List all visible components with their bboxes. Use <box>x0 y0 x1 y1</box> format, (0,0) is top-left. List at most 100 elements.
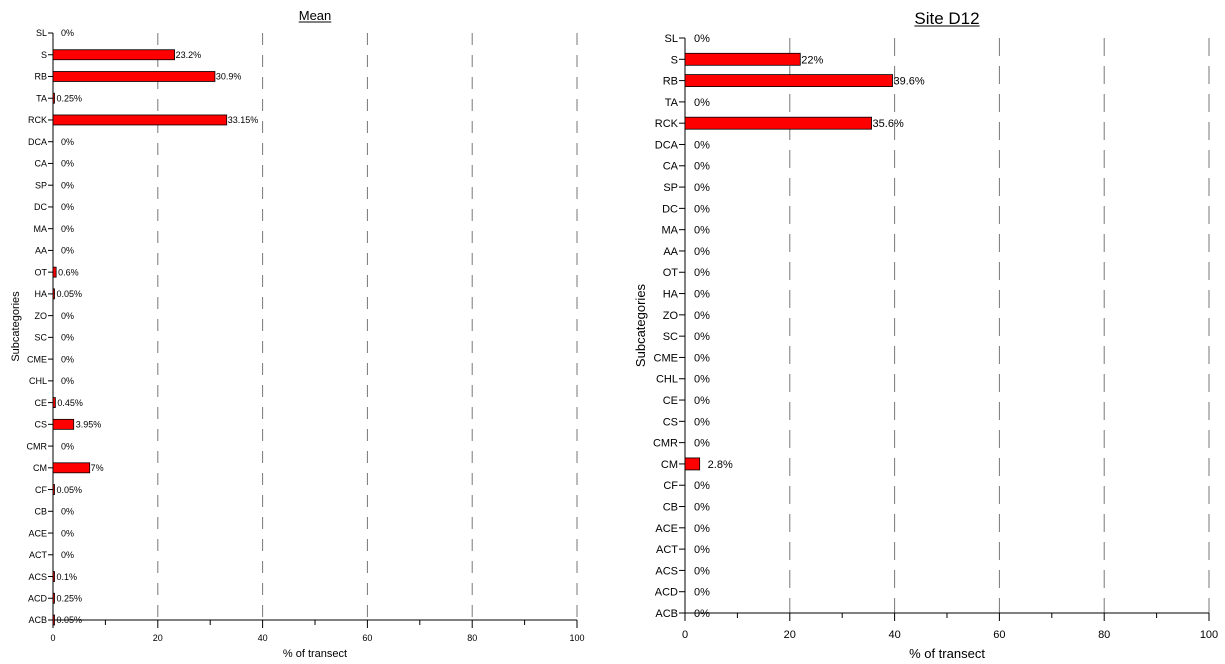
data-label: 0% <box>61 354 74 364</box>
data-label: 0.1% <box>57 572 78 582</box>
x-axis-label: % of transect <box>909 646 985 661</box>
y-tick-label: TA <box>36 93 47 103</box>
y-tick-label: CE <box>34 398 47 408</box>
data-label: 30.9% <box>216 72 242 82</box>
data-label: 0% <box>61 246 74 256</box>
y-axis-label: Subcategories <box>10 291 22 362</box>
x-tick-label: 100 <box>569 633 584 643</box>
y-tick-label: S <box>41 50 47 60</box>
bar <box>52 288 55 300</box>
y-tick-label: SL <box>36 28 47 38</box>
x-tick-label: 60 <box>362 633 372 643</box>
y-tick-label: CE <box>663 395 678 407</box>
y-tick-label: SC <box>663 331 678 343</box>
data-label: 35.6% <box>873 118 904 130</box>
chart-site-d12: 0 20 40 60 80 100 SL 0% S 22% RB 39.6% TA 0% RCK 35.6% D… <box>633 9 1218 661</box>
y-tick-label: MA <box>34 224 48 234</box>
data-label: 33.15% <box>228 115 259 125</box>
data-label: 0.05% <box>57 485 83 495</box>
x-tick-label: 80 <box>1098 629 1110 641</box>
y-tick-label: SP <box>663 182 678 194</box>
y-tick-label: DC <box>662 203 678 215</box>
y-tick-label: CF <box>35 485 47 495</box>
y-tick-label: OT <box>35 267 48 277</box>
data-label: 0% <box>61 28 74 38</box>
data-label: 0% <box>694 246 710 258</box>
data-label: 0% <box>61 550 74 560</box>
bar <box>52 614 55 626</box>
data-label: 0% <box>61 333 74 343</box>
x-tick-label: 100 <box>1200 629 1218 641</box>
y-tick-label: ACS <box>655 565 678 577</box>
data-label: 3.95% <box>76 420 102 430</box>
data-label: 0% <box>694 395 710 407</box>
data-label: 0% <box>61 137 74 147</box>
y-tick-label: ACB <box>655 608 678 620</box>
y-tick-label: ACS <box>28 572 47 582</box>
y-tick-label: HA <box>663 289 679 301</box>
data-label: 0.25% <box>57 93 83 103</box>
bar <box>52 418 75 430</box>
data-label: 0% <box>694 501 710 513</box>
data-label: 0% <box>694 161 710 173</box>
data-label: 0% <box>694 97 710 109</box>
bar <box>52 592 55 604</box>
data-label: 0% <box>61 528 74 538</box>
y-tick-label: CM <box>33 463 47 473</box>
data-label: 0% <box>61 159 74 169</box>
data-label: 0% <box>694 331 710 343</box>
y-tick-label: ZO <box>663 310 679 322</box>
y-tick-label: MA <box>662 225 679 237</box>
y-tick-label: S <box>671 54 678 66</box>
data-label: 22% <box>801 54 823 66</box>
data-label: 0% <box>61 202 74 212</box>
chart-title: Site D12 <box>914 9 979 28</box>
y-tick-label: OT <box>663 267 679 279</box>
data-label: 0% <box>694 587 710 599</box>
y-tick-label: CS <box>34 420 47 430</box>
data-label: 0% <box>694 565 710 577</box>
data-label: 0% <box>694 523 710 535</box>
bar <box>52 484 55 495</box>
bar <box>52 71 216 82</box>
bar <box>52 92 55 104</box>
y-tick-label: CM <box>661 459 678 471</box>
y-tick-label: SL <box>665 33 678 45</box>
y-tick-label: AA <box>35 246 47 256</box>
x-axis-label: % of transect <box>283 648 347 660</box>
y-tick-label: CME <box>27 354 47 364</box>
data-label: 0% <box>694 225 710 237</box>
bar <box>52 49 175 61</box>
data-label: 0% <box>694 480 710 492</box>
data-label: 0% <box>694 289 710 301</box>
y-tick-label: RB <box>663 76 678 88</box>
data-label: 0% <box>694 139 710 151</box>
x-tick-label: 0 <box>50 633 55 643</box>
data-label: 0% <box>694 182 710 194</box>
y-tick-label: CA <box>663 161 679 173</box>
data-label: 0% <box>694 374 710 386</box>
y-tick-label: DCA <box>655 139 679 151</box>
data-label: 0% <box>694 608 710 620</box>
data-label: 0% <box>694 33 710 45</box>
data-label: 0.05% <box>57 615 83 625</box>
y-tick-label: ACE <box>655 523 678 535</box>
bar <box>52 114 228 126</box>
data-label: 0% <box>694 352 710 364</box>
data-label: 0% <box>694 416 710 428</box>
data-label: 0% <box>61 376 74 386</box>
y-tick-label: RB <box>34 72 47 82</box>
data-label: 23.2% <box>176 50 202 60</box>
y-tick-label: ACT <box>29 550 48 560</box>
y-tick-label: CF <box>663 480 678 492</box>
bar <box>52 462 91 474</box>
y-tick-label: CMR <box>653 438 678 450</box>
y-tick-label: SC <box>34 333 47 343</box>
bar <box>684 457 701 471</box>
data-label: 0% <box>61 441 74 451</box>
y-axis-label: Subcategories <box>633 283 648 367</box>
x-tick-label: 20 <box>153 633 163 643</box>
y-tick-label: CB <box>34 507 47 517</box>
data-label: 0.6% <box>58 267 79 277</box>
